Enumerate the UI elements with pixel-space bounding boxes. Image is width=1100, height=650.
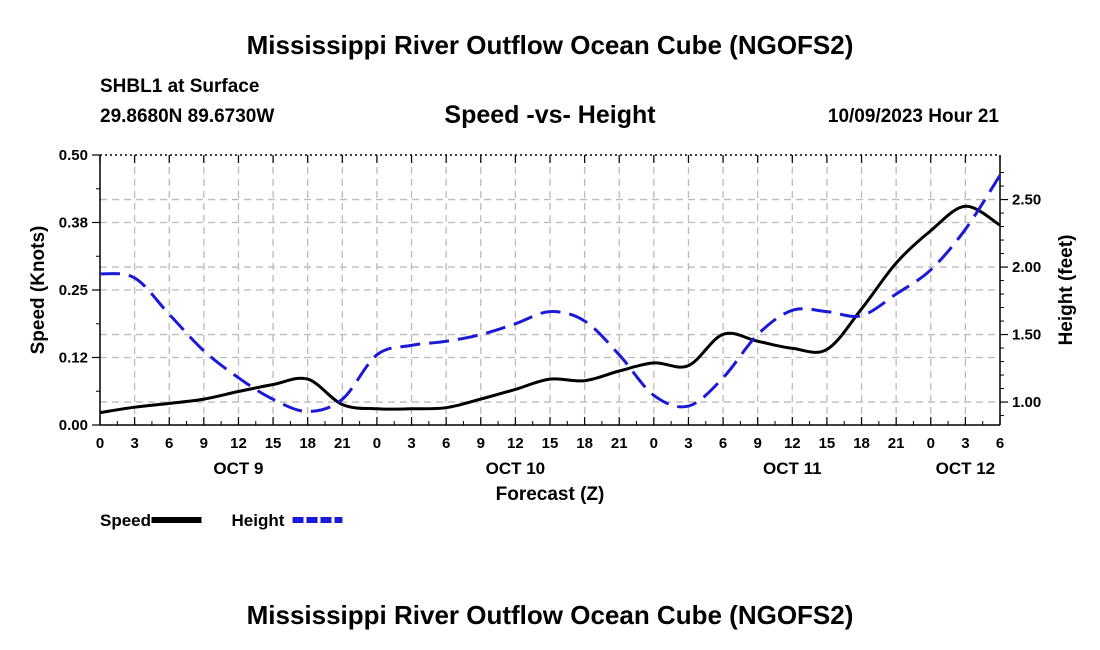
x-tick-label: 21 — [888, 435, 905, 452]
x-tick-label: 15 — [265, 435, 282, 452]
x-tick-label: 6 — [719, 435, 727, 452]
y2-tick-label: 1.00 — [1012, 394, 1041, 411]
x-tick-label: 0 — [650, 435, 658, 452]
x-tick-label: 9 — [200, 435, 208, 452]
series-line-height — [100, 174, 1000, 413]
y-tick-label: 0.12 — [59, 350, 88, 367]
station-label: SHBL1 at Surface — [100, 76, 260, 97]
x-tick-label: 15 — [819, 435, 836, 452]
day-label: OCT 12 — [936, 459, 996, 478]
y-tick-label: 0.50 — [59, 147, 88, 164]
day-label: OCT 9 — [213, 459, 263, 478]
y-tick-label: 0.00 — [59, 417, 88, 434]
x-tick-label: 12 — [784, 435, 801, 452]
x-tick-label: 3 — [684, 435, 692, 452]
day-label: OCT 10 — [486, 459, 546, 478]
x-tick-label: 3 — [407, 435, 415, 452]
x-tick-label: 21 — [611, 435, 628, 452]
x-axis-title: Forecast (Z) — [496, 484, 605, 505]
x-tick-label: 15 — [542, 435, 559, 452]
timestamp-label: 10/09/2023 Hour 21 — [827, 106, 999, 127]
x-tick-label: 18 — [853, 435, 870, 452]
x-tick-label: 3 — [130, 435, 138, 452]
x-tick-label: 6 — [996, 435, 1004, 452]
legend-label: Height — [232, 511, 285, 530]
chart-title-bottom: Mississippi River Outflow Ocean Cube (NG… — [246, 600, 854, 630]
y2-tick-label: 2.50 — [1012, 192, 1041, 209]
x-tick-label: 21 — [334, 435, 351, 452]
y-tick-label: 0.25 — [59, 282, 88, 299]
x-tick-label: 9 — [477, 435, 485, 452]
x-tick-label: 6 — [442, 435, 450, 452]
x-tick-label: 0 — [927, 435, 935, 452]
x-tick-label: 18 — [576, 435, 593, 452]
y2-tick-label: 1.50 — [1012, 327, 1041, 344]
chart-title: Mississippi River Outflow Ocean Cube (NG… — [246, 30, 854, 60]
x-tick-label: 12 — [507, 435, 524, 452]
day-label: OCT 11 — [763, 459, 822, 478]
x-tick-label: 6 — [165, 435, 173, 452]
y-tick-label: 0.38 — [59, 215, 88, 232]
x-tick-label: 3 — [961, 435, 969, 452]
x-tick-label: 12 — [230, 435, 247, 452]
chart-subtitle: Speed -vs- Height — [444, 101, 656, 129]
legend-label: Speed — [100, 511, 151, 530]
coordinates-label: 29.8680N 89.6730W — [100, 106, 275, 127]
x-tick-label: 0 — [96, 435, 104, 452]
x-tick-label: 0 — [373, 435, 381, 452]
x-tick-label: 18 — [299, 435, 316, 452]
y2-axis-title: Height (feet) — [1056, 235, 1077, 346]
series-line-speed — [100, 204, 1000, 415]
y2-tick-label: 2.00 — [1012, 259, 1041, 276]
y-axis-title: Speed (Knots) — [28, 226, 49, 355]
x-tick-label: 9 — [754, 435, 762, 452]
